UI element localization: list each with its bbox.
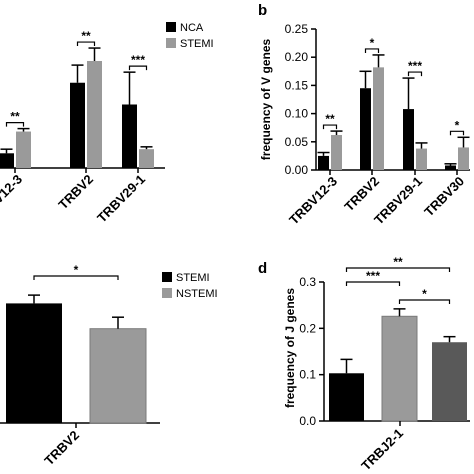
bar-TRBJ2-1-series-0 [329,373,364,421]
panel-label-b: b [258,2,267,19]
significance-TRBV2-label: ** [81,29,91,43]
y-tick-label: 0.15 [285,78,309,92]
bar-TRBV12-3-series-0 [0,153,14,168]
bar-TRBJ2-1-series-2 [432,342,467,421]
significance-TRBV30-bracket [449,130,465,136]
category-label-TRBJ2-1: TRBJ2-1 [358,426,406,474]
significance-pair-0-bracket [345,281,401,286]
legend-label-NCA: NCA [180,22,204,34]
significance-TRBV2-bracket [76,41,96,47]
significance-TRBV2-bracket [364,48,380,53]
bar-TRBV30-series-0 [445,165,456,170]
significance-pair-1-bracket [345,267,451,272]
y-tick-label: 0.00 [285,163,309,177]
bar-TRBV29-1-series-1 [416,148,427,170]
category-label-TRBV2: TRBV2 [55,172,96,213]
bar-TRBV2-STEMI [6,303,62,423]
significance-TRBV2-label: * [74,263,79,277]
y-tick-label: 0.05 [285,135,309,149]
bar-TRBV29-1-series-0 [403,109,414,170]
legend-label-NSTEMI: NSTEMI [176,288,218,300]
bar-TRBV2-series-1 [87,60,102,168]
significance-pair-2-label: * [422,287,427,301]
legend-swatch-NSTEMI [162,288,172,298]
significance-TRBV29-1-label: *** [408,59,422,73]
significance-TRBV12-3-bracket [5,122,25,127]
bar-TRBV12-3-series-0 [318,155,329,170]
significance-TRBV12-3-bracket [322,124,338,130]
significance-pair-1-label: ** [393,255,403,269]
bar-TRBV29-1-series-1 [139,149,154,168]
bar-TRBV12-3-series-1 [16,131,31,168]
category-label-TRBV2: TRBV2 [41,428,82,469]
y-tick-label: 0.2 [299,321,316,335]
y-axis-title: frequency of J genes [283,288,297,408]
y-tick-label: 0.0 [299,414,316,428]
significance-TRBV2-label: * [370,36,375,50]
bar-TRBV2-series-0 [360,88,371,170]
panel-b-chart: 0.00 0.05 0.10 0.15 0.20 0.25 frequency of V g… [259,22,470,228]
category-label-TRBV29-1: TRBV29-1 [94,172,148,226]
significance-TRBV12-3-label: ** [325,112,335,126]
y-tick-label: 0.10 [285,107,309,121]
bar-TRBJ2-1-series-1 [381,315,418,422]
bar-TRBV2-series-1 [373,67,384,170]
bar-TRBV2-NSTEMI [89,328,147,424]
significance-TRBV29-1-label: *** [131,53,145,67]
significance-TRBV29-1-bracket [407,71,423,77]
significance-pair-0-label: *** [366,269,380,283]
bar-TRBV30-series-1 [458,147,469,170]
category-label-TRBV12-3: TRBV12-3 [0,172,25,226]
category-label-TRBV2: TRBV2 [341,174,382,215]
bar-TRBV12-3-series-1 [331,135,342,170]
legend-swatch-NCA [166,22,176,32]
panel-label-d: d [258,260,267,277]
legend-label-STEMI: STEMI [180,38,214,50]
significance-pair-2-bracket [398,299,451,304]
category-label-TRBV30: TRBV30 [421,174,467,220]
y-tick-label: 0.25 [285,22,309,36]
significance-TRBV2-bracket [33,275,119,280]
significance-TRBV30-label: * [455,118,460,132]
y-tick-label: 0.20 [285,50,309,64]
panel-a-chart: TRBV12-3 ** TRBV2 ** TRBV29-1 *** NCA STEMI [0,22,214,226]
y-tick-label: 0.3 [299,275,316,289]
panel-c-chart: STEMI NSTEMI TRBV2 * [0,263,218,468]
significance-TRBV12-3-label: ** [10,110,20,124]
legend-label-STEMI: STEMI [176,272,210,284]
y-axis-title: frequency of V genes [259,38,273,160]
bar-TRBV2-series-0 [70,82,85,168]
legend-swatch-STEMI [166,38,176,48]
legend-swatch-STEMI [162,272,172,282]
bar-TRBV29-1-series-0 [122,104,137,168]
significance-TRBV29-1-bracket [128,65,148,71]
y-tick-label: 0.1 [299,368,316,382]
category-label-TRBV12-3: TRBV12-3 [286,174,340,228]
